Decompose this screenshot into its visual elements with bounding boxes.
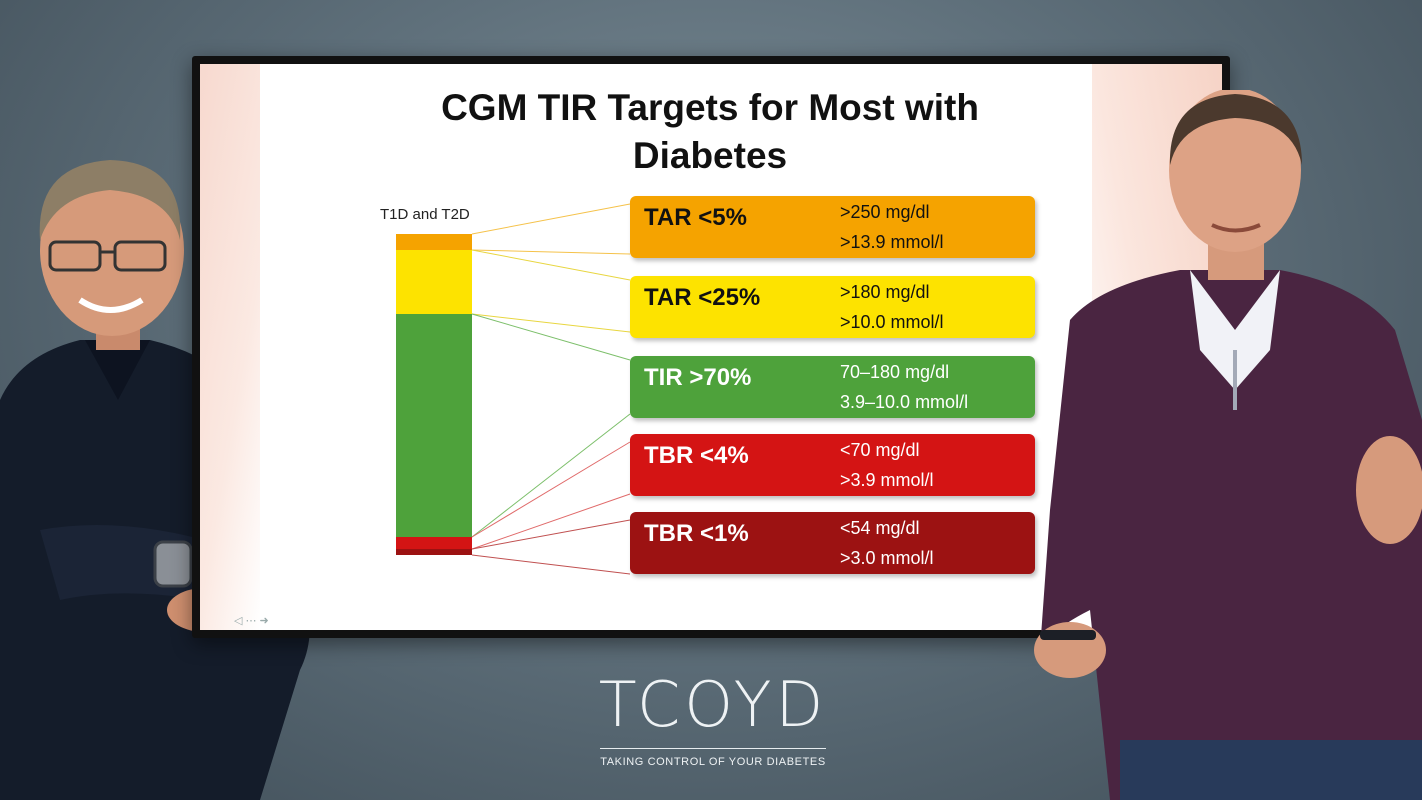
target-box-tar-5: TAR <5% >250 mg/dl >13.9 mmol/l — [630, 196, 1035, 258]
target-metric: TAR <25% — [644, 284, 761, 311]
legend-label: T1D and T2D — [380, 206, 470, 223]
bar-segment-tar-high — [396, 234, 472, 250]
connector-line — [471, 519, 631, 550]
connector-line — [471, 249, 631, 255]
target-box-tbr-1: TBR <1% <54 mg/dl >3.0 mmol/l — [630, 512, 1035, 574]
connector-line — [471, 441, 631, 538]
slide-title-line-2: Diabetes — [632, 135, 788, 176]
logo-wordmark: TCOYD — [598, 668, 828, 741]
target-box-tir-70: TIR >70% 70–180 mg/dl 3.9–10.0 mmol/l — [630, 356, 1035, 418]
target-metric: TAR <5% — [644, 204, 747, 231]
target-mmol: >3.9 mmol/l — [840, 470, 934, 490]
target-mmol: >3.0 mmol/l — [840, 548, 934, 568]
target-mgdl: 70–180 mg/dl — [840, 362, 950, 382]
connector-line — [471, 203, 631, 235]
target-mgdl: >250 mg/dl — [840, 202, 930, 222]
connector-line — [471, 313, 631, 361]
presenter-right — [1034, 90, 1422, 800]
target-metric: TIR >70% — [644, 364, 752, 391]
next-slide-icon[interactable]: ➜ — [259, 615, 272, 627]
slide-decoration-left — [200, 64, 260, 630]
tcoyd-logo: TCOYD TAKING CONTROL OF YOUR DIABETES — [598, 668, 828, 778]
bar-segment-tar — [396, 250, 472, 314]
target-mgdl: <70 mg/dl — [840, 440, 920, 460]
target-mmol: >10.0 mmol/l — [840, 312, 944, 332]
connector-line — [471, 554, 631, 575]
connector-line — [471, 413, 631, 538]
prev-slide-icon[interactable]: ◁ — [234, 615, 246, 627]
target-mmol: 3.9–10.0 mmol/l — [840, 392, 969, 412]
target-mgdl: >180 mg/dl — [840, 282, 930, 302]
target-box-tar-25: TAR <25% >180 mg/dl >10.0 mmol/l — [630, 276, 1035, 338]
connector-line — [471, 493, 631, 550]
logo-tagline: TAKING CONTROL OF YOUR DIABETES — [600, 756, 826, 768]
logo-divider — [600, 748, 826, 749]
connector-lines — [471, 203, 631, 575]
target-box-tbr-4: TBR <4% <70 mg/dl >3.9 mmol/l — [630, 434, 1035, 496]
target-metric: TBR <1% — [644, 520, 749, 547]
slide-nav-controls[interactable]: ◁⋯➜ — [234, 614, 272, 627]
bar-segment-tbr — [396, 537, 472, 549]
connector-line — [471, 313, 631, 333]
target-mmol: >13.9 mmol/l — [840, 232, 944, 252]
connector-line — [471, 249, 631, 281]
bar-segment-tbr-low — [396, 549, 472, 555]
target-mgdl: <54 mg/dl — [840, 518, 920, 538]
target-metric: TBR <4% — [644, 442, 749, 469]
slide-title: CGM TIR Targets for Most with Diabetes — [350, 84, 1070, 180]
slide-title-line-1: CGM TIR Targets for Most with — [441, 87, 979, 128]
bar-segment-tir — [396, 314, 472, 537]
menu-icon[interactable]: ⋯ — [245, 615, 260, 627]
